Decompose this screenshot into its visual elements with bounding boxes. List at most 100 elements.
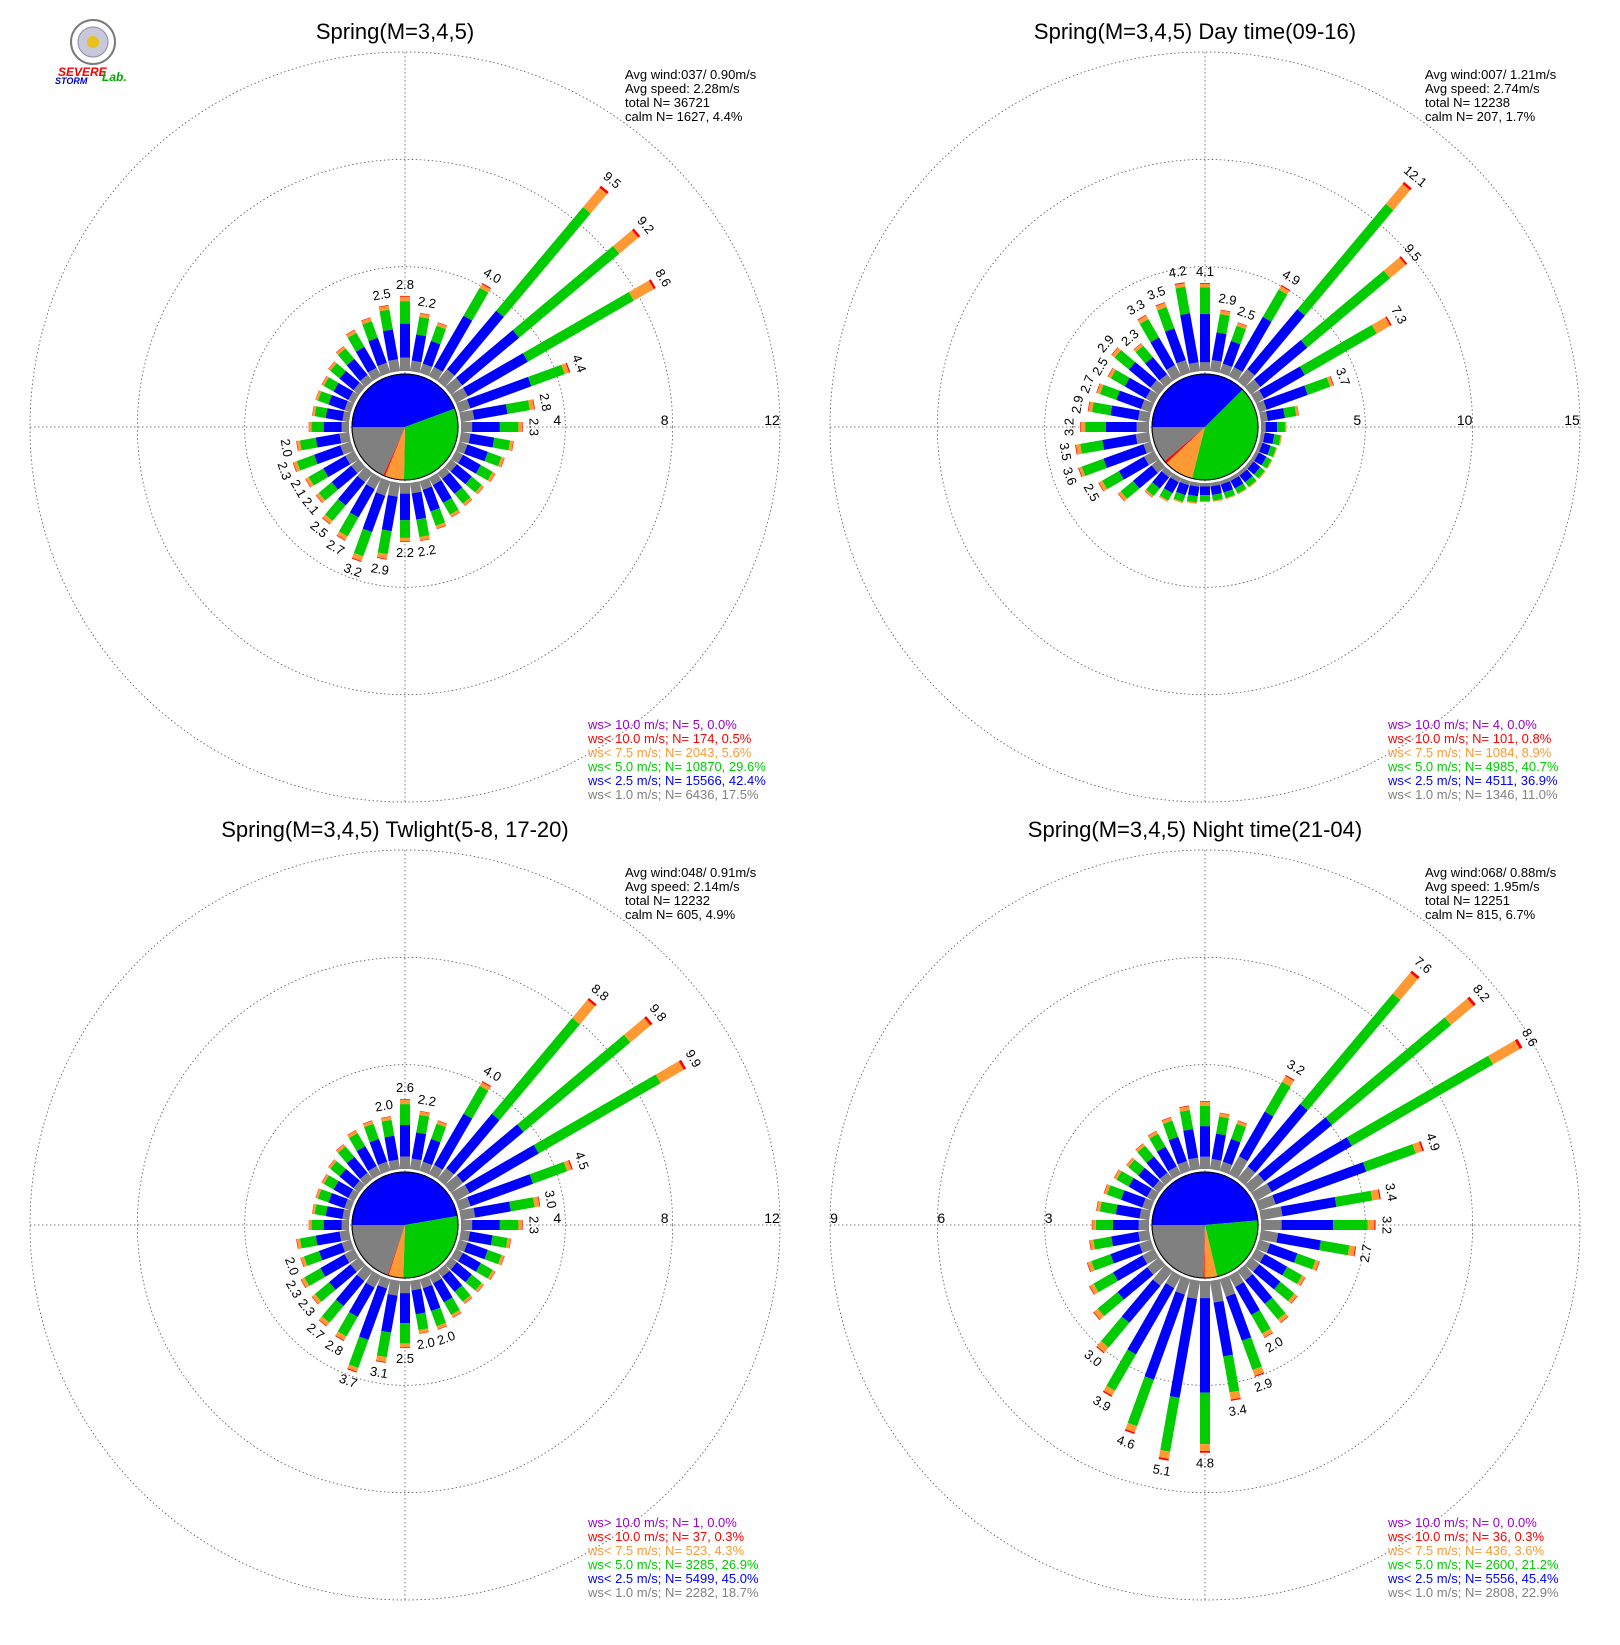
bar-label: 2.3: [527, 1216, 542, 1234]
wind-bar-segment: [369, 1125, 375, 1140]
wind-bar-segment: [1260, 1235, 1277, 1238]
wind-bar-segment: [351, 396, 357, 399]
wind-bar-segment: [1290, 1077, 1291, 1078]
wind-bar-segment: [315, 1298, 318, 1300]
wind-bar-segment: [333, 367, 342, 375]
wind-bar-segment: [327, 1211, 344, 1214]
wind-bar-segment: [360, 349, 372, 370]
wind-bar-segment: [448, 1179, 460, 1189]
wind-bar-segment: [1166, 1119, 1167, 1122]
wind-bar-segment: [500, 210, 587, 313]
wind-bar-segment: [351, 1194, 357, 1197]
bar-label: 4.9: [1423, 1131, 1443, 1153]
wind-bar-segment: [448, 1300, 455, 1313]
wind-bar-segment: [352, 1133, 354, 1136]
wind-bar-segment: [563, 368, 567, 370]
ring-label: 10: [1457, 412, 1473, 428]
wind-bar-segment: [1139, 415, 1150, 417]
wind-bar-segment: [433, 1167, 438, 1176]
wind-bar-segment: [1228, 1356, 1234, 1392]
wind-bar-segment: [351, 362, 364, 378]
wind-bar-segment: [1165, 470, 1169, 474]
ring-label: 4: [553, 1210, 561, 1226]
wind-bar-segment: [1121, 495, 1123, 497]
wind-bar-segment: [1491, 1045, 1518, 1060]
wind-bar-segment: [381, 480, 386, 495]
wind-bar-segment: [421, 1116, 424, 1133]
wind-bar-segment: [436, 327, 442, 342]
wind-bar-segment: [469, 480, 479, 488]
wind-bar-segment: [1103, 439, 1136, 445]
wind-bar-segment: [1236, 1125, 1242, 1140]
wind-bar-segment: [1152, 1134, 1154, 1137]
bar-label: 2.9: [1217, 290, 1237, 308]
wind-bar-segment: [1241, 470, 1243, 473]
wind-bar-segment: [1219, 1302, 1229, 1356]
wind-bar-segment: [1111, 1352, 1132, 1388]
wind-bar-segment: [454, 1266, 469, 1278]
wind-bar-segment: [343, 1173, 357, 1185]
wind-bar-segment: [415, 482, 417, 492]
wind-bar-segment: [516, 250, 616, 334]
wind-bar-segment: [424, 536, 425, 539]
wind-bar-segment: [1077, 449, 1081, 450]
bar-label: 2.8: [396, 277, 414, 292]
wind-bar-segment: [361, 1149, 372, 1169]
wind-bar-segment: [1403, 260, 1405, 261]
wind-bar-segment: [1168, 480, 1174, 491]
panel-title: Spring(M=3,4,5) Night time(21-04): [1028, 817, 1362, 842]
legend-entry: ws< 10.0 m/s; N= 101, 0.8%: [1387, 731, 1552, 746]
bar-label: 8.6: [1519, 1026, 1541, 1049]
wind-bar-segment: [510, 1202, 534, 1206]
ring-label: 12: [764, 412, 780, 428]
legend-entry: ws< 1.0 m/s; N= 1346, 11.0%: [1387, 787, 1558, 802]
wind-bar-segment: [1253, 455, 1256, 457]
wind-bar-segment: [354, 1261, 363, 1268]
bar-label: 4.0: [481, 265, 504, 287]
wind-bar-segment: [1141, 1149, 1150, 1160]
wind-bar-segment: [1093, 407, 1111, 410]
wind-bar-segment: [1227, 1141, 1235, 1164]
wind-bar-segment: [1285, 1271, 1300, 1280]
bar-label: 9.2: [634, 213, 657, 236]
wind-bar-segment: [301, 1241, 317, 1244]
wind-bar-segment: [323, 1320, 326, 1323]
wind-bar-segment: [455, 1312, 456, 1315]
bar-label: 4.4: [569, 352, 589, 374]
wind-bar-segment: [1221, 1117, 1224, 1134]
wind-bar-segment: [298, 459, 315, 465]
wind-bar-segment: [372, 1169, 377, 1177]
wind-bar-segment: [437, 1281, 448, 1300]
wind-bar-segment: [1093, 1259, 1112, 1266]
wind-bar-segment: [367, 494, 380, 530]
wind-bar-segment: [389, 1137, 393, 1161]
wind-bar-segment: [1269, 450, 1274, 452]
wind-bar-segment: [1266, 1331, 1268, 1335]
wind-bar-segment: [1112, 1237, 1139, 1242]
wind-bar-segment: [1149, 360, 1163, 377]
wind-bar-segment: [458, 446, 466, 449]
info-line: Avg wind:068/ 0.88m/s: [1425, 865, 1557, 880]
wind-bar-segment: [440, 524, 441, 527]
wind-bar-segment: [470, 438, 494, 442]
wind-bar-segment: [1234, 1392, 1235, 1399]
wind-bar-segment: [1260, 437, 1264, 438]
wind-bar-segment: [1110, 372, 1113, 374]
wind-bar-segment: [1146, 455, 1156, 461]
wind-bar-segment: [1390, 187, 1407, 207]
wind-bar-segment: [357, 1184, 363, 1189]
wind-bar-segment: [1414, 974, 1416, 976]
wind-bar-segment: [529, 404, 533, 405]
wind-bar-segment: [372, 370, 377, 378]
legend-entry: ws< 5.0 m/s; N= 10870, 29.6%: [587, 759, 766, 774]
ring-label: 6: [937, 1210, 945, 1226]
wind-bar-segment: [478, 489, 480, 491]
wind-bar-segment: [330, 400, 346, 406]
info-line: Avg wind:048/ 0.91m/s: [625, 865, 757, 880]
wind-bar-segment: [316, 450, 342, 459]
wind-bar-segment: [1300, 1280, 1303, 1282]
wind-bar-segment: [460, 437, 470, 439]
wind-bar-segment: [1374, 321, 1388, 329]
legend-entry: ws< 2.5 m/s; N= 5556, 45.4%: [1387, 1571, 1559, 1586]
legend-entry: ws> 10.0 m/s; N= 1, 0.0%: [587, 1515, 737, 1530]
